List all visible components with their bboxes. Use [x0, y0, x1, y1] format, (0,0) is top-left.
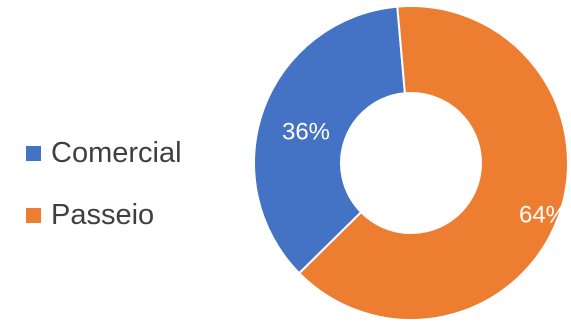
legend-item-passeio: Passeio: [26, 195, 182, 235]
slice-comercial: [253, 5, 406, 275]
slice-label-passeio: 64%: [519, 201, 567, 228]
legend-label-passeio: Passeio: [51, 198, 155, 231]
legend-swatch-comercial: [26, 145, 41, 161]
slice-passeio: [297, 5, 569, 321]
legend-label-comercial: Comercial: [51, 136, 182, 169]
slice-labels: 36% 64%: [282, 118, 567, 228]
chart-legend: Comercial Passeio: [26, 133, 182, 257]
legend-swatch-passeio: [26, 207, 41, 223]
slice-label-comercial: 36%: [282, 118, 330, 145]
doughnut-slices: [253, 5, 569, 321]
legend-item-comercial: Comercial: [26, 133, 182, 173]
